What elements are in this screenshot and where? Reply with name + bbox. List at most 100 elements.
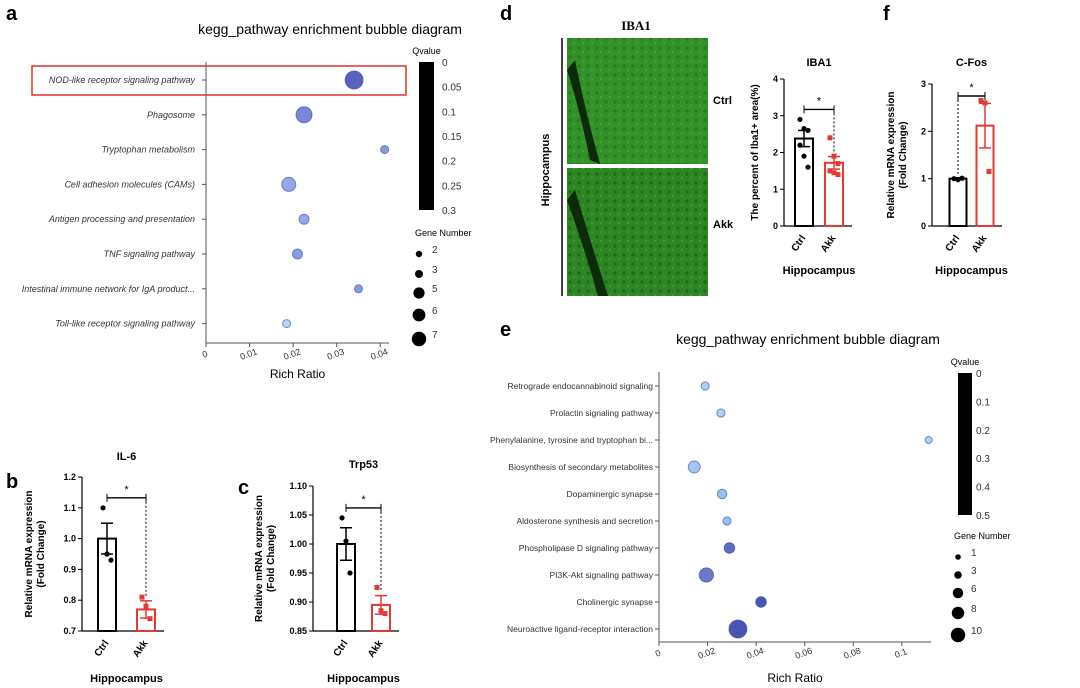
panel-label-a: a [6, 3, 18, 25]
x-axis-label: Hippocampus [327, 673, 400, 685]
chart-title: C-Fos [956, 57, 987, 69]
bubble-chart-a: kegg_pathway enrichment bubble diagram 0 0… [22, 21, 472, 381]
data-point [805, 164, 811, 170]
microscopy-panel: IBA1 Hippocampus Ctrl Akk [540, 18, 734, 296]
y-tick-label: 0 [773, 221, 778, 231]
x-tick-label: Akk [970, 233, 990, 255]
data-point [139, 594, 145, 600]
data-point [104, 551, 110, 557]
x-tick-label: 0.04 [369, 346, 389, 361]
data-point [108, 557, 114, 563]
bar-chart-b: IL-6 0.7 0.8 0.9 1.0 1.1 1.2 Relative mRNA expr… [24, 451, 164, 685]
y-tick-label: 1 [773, 184, 778, 194]
chart-title: IL-6 [117, 451, 137, 463]
panel-label-b: b [6, 471, 18, 493]
bar-ctrl [948, 177, 968, 228]
colorbar-tick-label: 0 [976, 369, 982, 380]
colorbar-tick-label: 0.25 [442, 181, 462, 192]
y-tick-label: 1 [921, 174, 926, 184]
category-label: TNF signaling pathway [104, 249, 196, 259]
data-point [982, 100, 988, 106]
x-tick-label: 0.02 [697, 645, 717, 660]
category-label: Phospholipase D signaling pathway [519, 543, 654, 553]
x-tick-label: 0.06 [794, 645, 814, 660]
data-point [831, 170, 837, 176]
bubble [716, 488, 728, 500]
row-label-ctrl: Ctrl [713, 95, 732, 107]
colorbar-tick-label: 0.5 [976, 511, 990, 522]
category-label: Toll-like receptor signaling pathway [55, 319, 195, 329]
colorbar-tick-label: 0.2 [442, 157, 456, 168]
x-tick-label: 0.01 [239, 346, 259, 361]
x-tick-label: Akk [366, 638, 386, 660]
y-axis-label: (Fold Change) [36, 520, 47, 587]
bubble [755, 596, 767, 608]
chart-title: kegg_pathway enrichment bubble diagram [198, 21, 462, 37]
colorbar-tick-label: 0.3 [976, 454, 990, 465]
y-tick-label: 0.9 [63, 564, 76, 574]
y-tick-label: 1.05 [289, 510, 307, 520]
y-tick-label: 1.0 [63, 534, 76, 544]
colorbar-tick-label: 0 [442, 58, 448, 69]
size-legend-label: 7 [432, 330, 438, 341]
colorbar-tick-label: 0.1 [442, 107, 456, 118]
category-label: NOD-like receptor signaling pathway [49, 75, 196, 85]
colorbar-tick-label: 0.3 [442, 206, 456, 217]
panel-label-d: d [500, 3, 512, 25]
size-legend-label: 6 [971, 584, 977, 595]
category-label: Retrograde endocannabinoid signaling [507, 381, 653, 391]
bubble [716, 408, 726, 418]
size-legend-label: 3 [432, 265, 438, 276]
data-point [797, 116, 803, 123]
y-tick-label: 3 [921, 79, 926, 89]
significance-marker: * [124, 484, 129, 496]
size-legend-label: 3 [971, 566, 977, 577]
y-tick-label: 3 [773, 111, 778, 121]
size-legend-marker [412, 308, 426, 322]
data-point [805, 127, 811, 134]
y-tick-label: 1.2 [63, 472, 76, 482]
y-axis-label: Relative mRNA expression [254, 495, 265, 622]
data-point [382, 611, 388, 617]
category-label: Cell adhesion molecules (CAMs) [64, 179, 195, 189]
size-legend-title: Gene Number [954, 531, 1011, 541]
data-point [143, 603, 149, 609]
x-tick-label: 0.03 [326, 346, 346, 361]
category-label: Cholinergic synapse [576, 597, 653, 607]
bar-ctrl [794, 137, 814, 227]
data-point [978, 98, 984, 104]
x-tick-label: 0 [201, 349, 209, 360]
y-tick-label: 0.95 [289, 568, 307, 578]
colorbar-title: Qvalue [951, 357, 980, 367]
data-point [831, 153, 837, 159]
data-point [100, 505, 106, 511]
y-tick-label: 0 [921, 221, 926, 231]
data-point [835, 161, 841, 167]
y-axis-label: Relative mRNA expression [886, 92, 897, 219]
colorbar [419, 62, 434, 210]
microscopy-side-label: Hippocampus [540, 134, 552, 207]
microscopy-title: IBA1 [621, 18, 651, 33]
x-axis-label: Rich Ratio [270, 367, 326, 381]
bubble [380, 145, 390, 155]
bubble [924, 436, 933, 444]
y-tick-label: 2 [921, 126, 926, 136]
highlight-box [31, 65, 407, 96]
bubble [282, 319, 292, 329]
significance-marker: * [817, 95, 822, 107]
bubble [354, 284, 363, 294]
data-point [827, 135, 833, 141]
category-label: Dopaminergic synapse [567, 489, 654, 499]
x-axis-label: Hippocampus [90, 673, 163, 685]
row-label-akk: Akk [713, 219, 734, 231]
data-point [378, 608, 384, 614]
y-tick-label: 1.00 [289, 539, 307, 549]
x-tick-label: 0.08 [842, 645, 862, 660]
data-point [827, 168, 833, 174]
size-legend-marker [952, 587, 964, 599]
micrograph-akk [567, 168, 708, 296]
bubble [723, 542, 736, 554]
panel-label-e: e [500, 319, 511, 341]
micrograph-ctrl [567, 38, 708, 164]
bubble [687, 460, 701, 474]
